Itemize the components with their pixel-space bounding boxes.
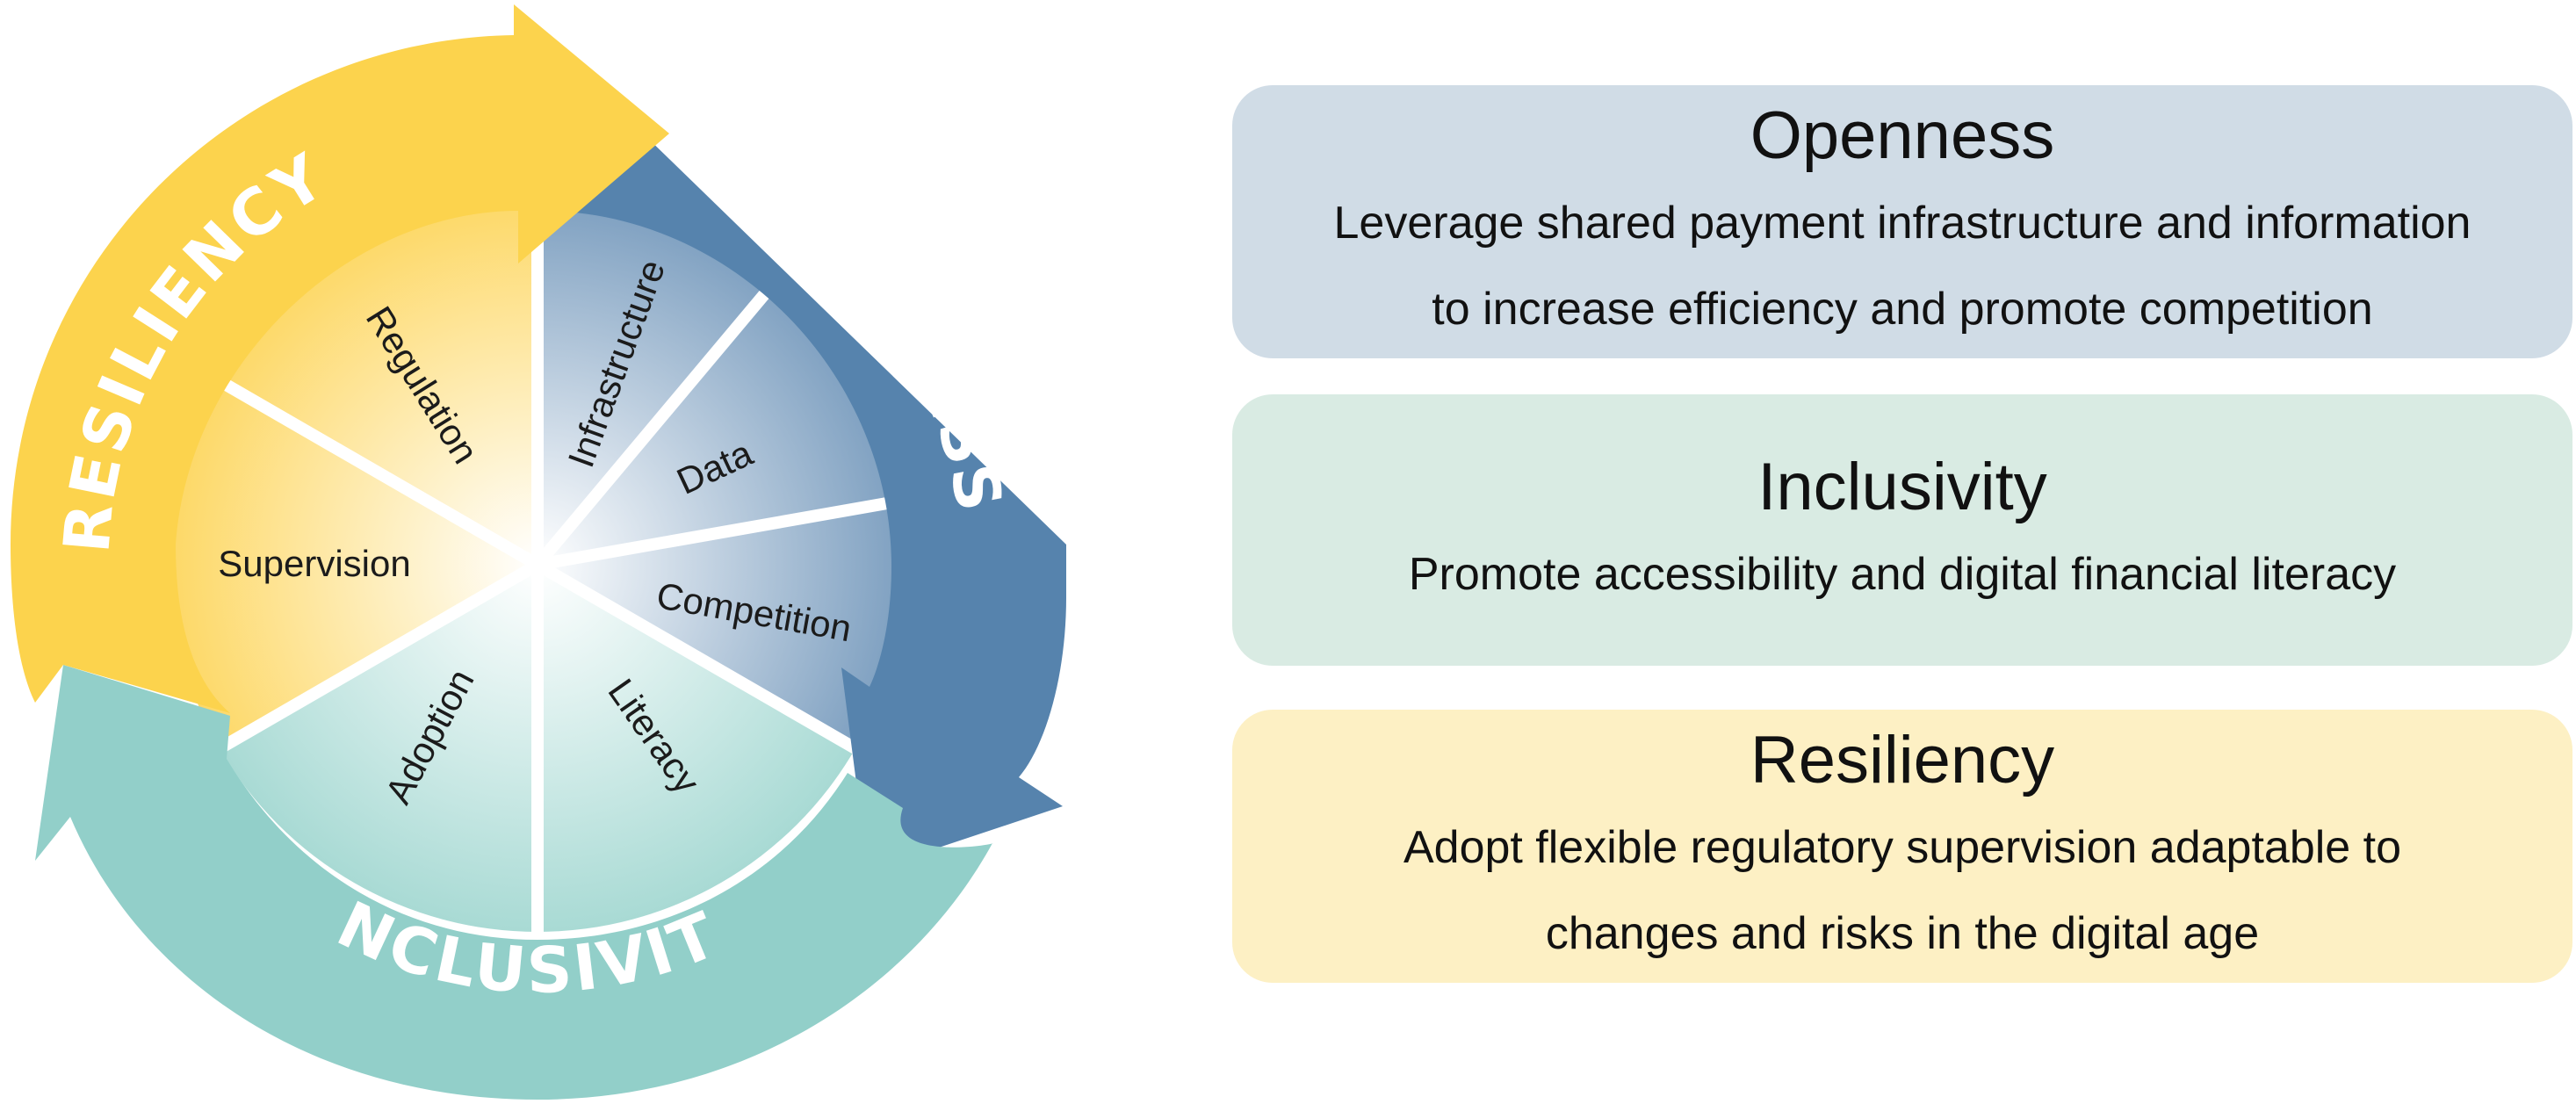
inclusivity-arrow <box>35 665 993 1100</box>
wedge-competition <box>538 501 905 748</box>
card-title-openness: Openness <box>1750 97 2055 173</box>
card-line-openness-1: Leverage shared payment infrastructure a… <box>1333 197 2471 249</box>
wedge-data <box>538 283 899 565</box>
card-title-resiliency: Resiliency <box>1750 722 2055 797</box>
label-supervision: Supervision <box>218 543 410 584</box>
wedge-infrastructure <box>538 197 774 565</box>
wedge-literacy <box>538 565 855 932</box>
openness-arrow <box>549 42 1066 871</box>
card-line-resiliency-1: Adopt flexible regulatory supervision ad… <box>1403 821 2402 873</box>
wedge-dividers <box>213 195 904 934</box>
wedge-adoption <box>220 565 538 932</box>
card-line-openness-2: to increase efficiency and promote compe… <box>1432 283 2373 335</box>
card-line-inclusivity-1: Promote accessibility and digital financ… <box>1408 548 2397 600</box>
card-inclusivity: Inclusivity Promote accessibility and di… <box>1232 394 2572 666</box>
inner-circle <box>170 197 905 932</box>
resiliency-arrow <box>11 4 669 713</box>
pillars-wheel-diagram: RESILIENCY OPENNESS INCLUSIVITY Infrastr… <box>0 0 1066 1100</box>
card-line-resiliency-2: changes and risks in the digital age <box>1545 907 2260 959</box>
card-title-inclusivity: Inclusivity <box>1757 449 2047 524</box>
card-resiliency: Resiliency Adopt flexible regulatory sup… <box>1232 710 2572 983</box>
wedge-supervision <box>170 381 538 748</box>
card-openness: Openness Leverage shared payment infrast… <box>1232 85 2572 358</box>
